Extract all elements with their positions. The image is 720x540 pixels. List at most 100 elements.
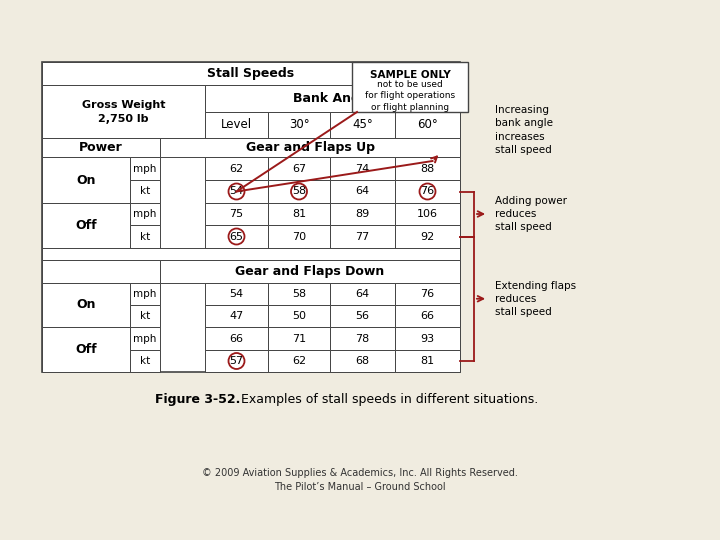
Bar xyxy=(130,350,160,372)
Text: Off: Off xyxy=(75,343,96,356)
Bar xyxy=(268,327,330,350)
Text: Bank Angle: Bank Angle xyxy=(293,92,372,105)
Bar xyxy=(268,203,330,225)
Text: 62: 62 xyxy=(230,164,243,173)
Text: 30°: 30° xyxy=(289,118,310,132)
Text: Increasing
bank angle
increases
stall speed: Increasing bank angle increases stall sp… xyxy=(495,105,553,155)
Text: kt: kt xyxy=(140,232,150,241)
Text: Figure 3-52.: Figure 3-52. xyxy=(155,394,240,407)
Bar xyxy=(160,260,460,283)
Bar xyxy=(395,305,460,327)
Text: 92: 92 xyxy=(420,232,435,241)
Bar xyxy=(395,157,460,180)
Text: 60°: 60° xyxy=(417,118,438,132)
Bar xyxy=(330,112,395,138)
Text: 75: 75 xyxy=(230,209,243,219)
Bar xyxy=(42,62,460,85)
Text: 76: 76 xyxy=(420,186,435,197)
Bar xyxy=(42,203,130,248)
Text: 58: 58 xyxy=(292,289,306,299)
Bar xyxy=(42,62,460,372)
Bar xyxy=(205,350,268,372)
Text: Gear and Flaps Up: Gear and Flaps Up xyxy=(246,141,374,154)
Bar xyxy=(42,85,205,138)
Text: 54: 54 xyxy=(230,186,243,197)
Bar xyxy=(42,283,130,327)
Text: 76: 76 xyxy=(420,289,435,299)
Text: 64: 64 xyxy=(356,289,369,299)
Bar xyxy=(330,203,395,225)
Text: 66: 66 xyxy=(420,311,434,321)
Bar xyxy=(205,225,268,248)
Bar xyxy=(205,112,268,138)
Bar xyxy=(42,248,460,260)
Bar xyxy=(352,62,468,112)
Text: 93: 93 xyxy=(420,334,435,343)
Bar xyxy=(205,283,268,305)
Text: 74: 74 xyxy=(356,164,369,173)
Text: Adding power
reduces
stall speed: Adding power reduces stall speed xyxy=(495,196,567,232)
Text: 64: 64 xyxy=(356,186,369,197)
Text: 77: 77 xyxy=(356,232,369,241)
Text: 50: 50 xyxy=(292,311,306,321)
Bar xyxy=(205,180,268,203)
Bar xyxy=(330,283,395,305)
Text: not to be used
for flight operations
or flight planning: not to be used for flight operations or … xyxy=(365,80,455,112)
Bar xyxy=(395,350,460,372)
Bar xyxy=(330,180,395,203)
Bar xyxy=(205,327,268,350)
Bar xyxy=(268,350,330,372)
Text: 58: 58 xyxy=(292,186,306,197)
Bar xyxy=(130,157,160,180)
Bar xyxy=(268,305,330,327)
Bar xyxy=(395,112,460,138)
Bar xyxy=(330,305,395,327)
Text: 78: 78 xyxy=(356,334,369,343)
Text: 67: 67 xyxy=(292,164,306,173)
Text: 57: 57 xyxy=(230,356,243,366)
Bar xyxy=(268,283,330,305)
Text: 68: 68 xyxy=(356,356,369,366)
Bar xyxy=(205,85,460,112)
Text: kt: kt xyxy=(140,186,150,197)
Bar xyxy=(42,138,160,157)
Text: 66: 66 xyxy=(230,334,243,343)
Text: kt: kt xyxy=(140,311,150,321)
Text: Extending flaps
reduces
stall speed: Extending flaps reduces stall speed xyxy=(495,281,576,317)
Text: mph: mph xyxy=(133,164,157,173)
Text: 65: 65 xyxy=(230,232,243,241)
Text: Examples of stall speeds in different situations.: Examples of stall speeds in different si… xyxy=(237,394,539,407)
Text: Power: Power xyxy=(79,141,123,154)
Text: 81: 81 xyxy=(420,356,435,366)
Text: 106: 106 xyxy=(417,209,438,219)
Text: Gross Weight
2,750 lb: Gross Weight 2,750 lb xyxy=(82,99,166,124)
Text: 81: 81 xyxy=(292,209,306,219)
Text: 47: 47 xyxy=(230,311,243,321)
Text: 56: 56 xyxy=(356,311,369,321)
Text: On: On xyxy=(76,299,96,312)
Text: 45°: 45° xyxy=(352,118,373,132)
Bar xyxy=(395,225,460,248)
Text: mph: mph xyxy=(133,334,157,343)
Text: © 2009 Aviation Supplies & Academics, Inc. All Rights Reserved.
The Pilot’s Manu: © 2009 Aviation Supplies & Academics, In… xyxy=(202,468,518,492)
Bar xyxy=(395,203,460,225)
Bar xyxy=(268,112,330,138)
Bar xyxy=(330,350,395,372)
Text: 54: 54 xyxy=(230,289,243,299)
Bar xyxy=(205,203,268,225)
Text: kt: kt xyxy=(140,356,150,366)
Text: Gear and Flaps Down: Gear and Flaps Down xyxy=(235,265,384,278)
Bar xyxy=(42,157,130,203)
Bar xyxy=(130,327,160,350)
Text: 88: 88 xyxy=(420,164,435,173)
Text: 70: 70 xyxy=(292,232,306,241)
Text: 89: 89 xyxy=(356,209,369,219)
Text: Off: Off xyxy=(75,219,96,232)
Text: mph: mph xyxy=(133,289,157,299)
Bar xyxy=(268,225,330,248)
Bar xyxy=(130,180,160,203)
Bar xyxy=(130,203,160,225)
Bar xyxy=(130,305,160,327)
Bar xyxy=(268,157,330,180)
Bar xyxy=(160,138,460,157)
